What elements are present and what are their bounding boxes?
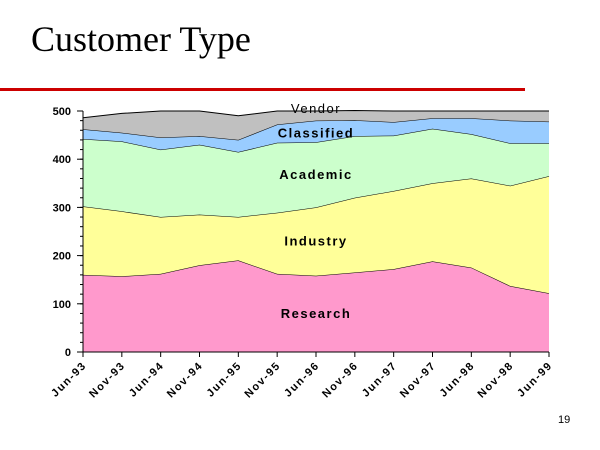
x-tick-label: Jun-94 (127, 360, 167, 400)
x-tick-label: Nov-97 (398, 360, 439, 401)
series-label-industry: Industry (284, 234, 347, 249)
title-rule (0, 88, 525, 91)
x-tick-label: Nov-95 (242, 360, 283, 401)
series-label-academic: Academic (279, 167, 352, 182)
y-tick-label: 0 (65, 347, 71, 359)
y-tick-label: 400 (53, 154, 71, 166)
area-layers (82, 109, 550, 352)
x-tick-label: Jun-93 (49, 360, 89, 400)
area-line-vendor (82, 109, 549, 119)
series-label-classified: Classified (278, 125, 354, 140)
y-tick-label: 300 (53, 202, 71, 214)
series-label-vendor: Vendor (291, 101, 341, 116)
area-classified (83, 118, 549, 152)
x-tick-label: Nov-98 (475, 360, 516, 401)
x-tick-label: Jun-99 (515, 360, 555, 400)
x-tick-label: Jun-95 (205, 360, 245, 400)
area-research (83, 260, 549, 352)
x-tick-label: Jun-96 (282, 360, 322, 400)
series-labels: Research Industry Academic Classified Vendor (278, 101, 354, 321)
area-vendor (83, 110, 549, 140)
x-tick-label: Nov-93 (87, 360, 128, 401)
y-tick-label: 100 (53, 299, 71, 311)
area-academic (83, 128, 549, 217)
x-tick-label: Nov-96 (320, 360, 361, 401)
x-tick-label: Jun-98 (438, 360, 478, 400)
slide-title: Customer Type (31, 19, 251, 59)
page-number: 19 (558, 414, 571, 426)
x-tick-label: Nov-94 (165, 360, 206, 401)
x-tick-label: Jun-97 (360, 360, 400, 400)
y-tick-label: 200 (53, 251, 71, 263)
y-tick-label: 500 (53, 106, 71, 118)
area-industry (83, 176, 549, 294)
series-label-research: Research (281, 306, 352, 321)
